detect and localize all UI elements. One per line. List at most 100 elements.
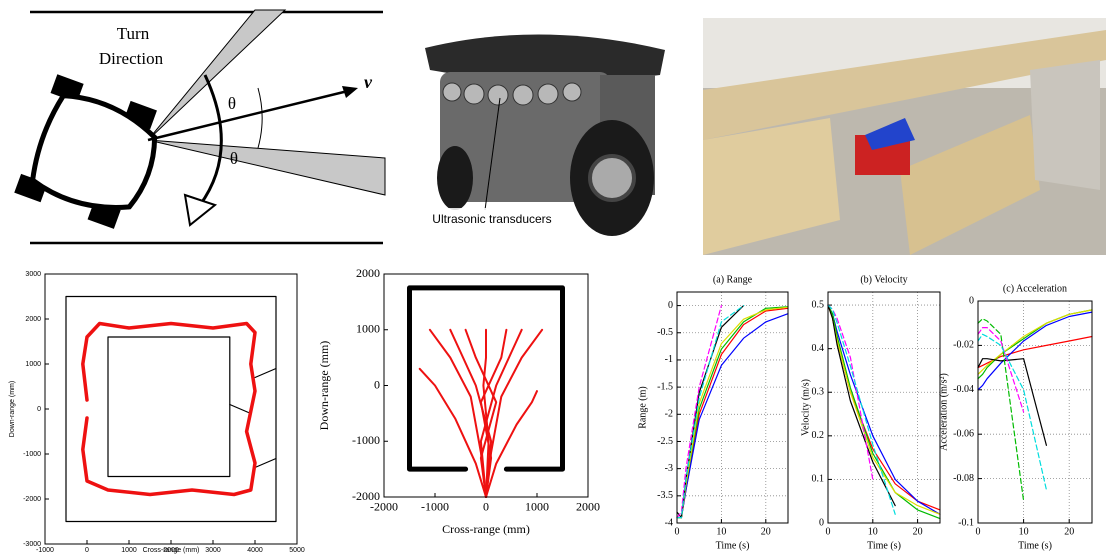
x-tick-label: 4000 (247, 547, 263, 554)
turn-label: Direction (99, 49, 164, 68)
y-tick-label: -4 (665, 517, 673, 528)
angle-label: θ (228, 94, 236, 113)
panel (1030, 60, 1100, 190)
x-axis-label: Time (s) (716, 540, 750, 551)
angle-arc (258, 88, 262, 148)
data-line (108, 337, 230, 477)
x-axis-label: Cross-range (mm) (442, 522, 530, 536)
y-tick-label: -3000 (23, 541, 41, 548)
data-line (450, 330, 491, 497)
data-line (978, 310, 1092, 374)
hub (590, 156, 634, 200)
data-line (677, 307, 788, 518)
y-tick-label: -0.04 (953, 384, 974, 395)
x-axis-label: Time (s) (867, 540, 901, 551)
y-tick-label: -1.5 (657, 381, 673, 392)
x-tick-label: 1000 (121, 547, 137, 554)
robot (14, 74, 169, 233)
x-axis-label: Cross-range (mm) (143, 547, 200, 554)
data-line (255, 369, 276, 378)
x-tick-label: 10 (716, 526, 726, 537)
data-line (978, 337, 1092, 368)
data-line (828, 305, 940, 518)
x-tick-label: -1000 (36, 547, 54, 554)
data-line (230, 405, 251, 414)
wheel (437, 146, 473, 210)
data-line (677, 314, 788, 518)
data-line (677, 308, 788, 517)
y-tick-label: -1 (665, 354, 673, 365)
y-tick-label: -0.02 (953, 340, 974, 351)
velocity-label: v (364, 72, 373, 92)
turn-label: Turn (117, 24, 150, 43)
plot-frame (384, 274, 588, 497)
y-tick-label: 0 (668, 300, 673, 311)
x-tick-label: 5000 (289, 547, 305, 554)
transducer (443, 83, 461, 101)
x-tick-label: 1000 (525, 500, 549, 514)
y-tick-label: 0 (374, 377, 380, 391)
chart-title: (a) Range (713, 274, 753, 285)
data-line (978, 310, 1092, 379)
data-line (486, 391, 537, 497)
y-tick-label: 0.4 (812, 343, 825, 354)
y-axis-label: Down-range (mm) (317, 341, 331, 431)
y-tick-label: -0.08 (953, 473, 974, 484)
transducer (488, 85, 508, 105)
x-tick-label: 0 (483, 500, 489, 514)
x-tick-label: 10 (1019, 526, 1029, 537)
x-tick-label: 20 (1064, 526, 1074, 537)
x-tick-label: 3000 (205, 547, 221, 554)
y-tick-label: -3 (665, 463, 673, 474)
y-tick-label: 1000 (25, 361, 41, 368)
room-photo (703, 18, 1106, 255)
y-tick-label: 0.5 (812, 299, 825, 310)
y-tick-label: -2000 (23, 496, 41, 503)
y-tick-label: -2000 (352, 489, 380, 503)
arrow-head (342, 86, 358, 98)
data-line (255, 459, 276, 468)
y-tick-label: 0.2 (812, 430, 825, 441)
plot-frame (828, 292, 940, 523)
sensor-beam (148, 140, 385, 195)
data-line (466, 330, 497, 497)
data-line (978, 334, 1046, 489)
x-tick-label: 0 (675, 526, 680, 537)
y-tick-label: -2.5 (657, 436, 673, 447)
y-axis-label: Acceleration (m/s²) (938, 373, 949, 451)
plot-frame (978, 301, 1092, 523)
velocity-arrow (148, 90, 352, 140)
photo-label: Ultrasonic transducers (432, 212, 551, 226)
transducer (464, 84, 484, 104)
y-tick-label: -1000 (352, 433, 380, 447)
data-line (978, 312, 1092, 390)
x-tick-label: 0 (85, 547, 89, 554)
y-tick-label: 0 (37, 406, 41, 413)
transducer (513, 85, 533, 105)
y-axis-label: Down-range (mm) (9, 381, 16, 437)
x-tick-label: 0 (826, 526, 831, 537)
y-tick-label: -1000 (23, 451, 41, 458)
sensor-beam (148, 10, 285, 140)
y-tick-label: 2000 (25, 316, 41, 323)
data-line (978, 359, 1046, 446)
data-line (83, 324, 255, 495)
chart-title: (b) Velocity (860, 274, 907, 285)
transducer (538, 84, 558, 104)
chart-title: (c) Acceleration (1003, 283, 1067, 294)
data-line (66, 297, 276, 522)
plot-frame (677, 292, 788, 523)
y-tick-label: -3.5 (657, 490, 673, 501)
x-tick-label: 2000 (576, 500, 600, 514)
figure: Turn Direction θ θ v Ultrasonic transduc… (0, 0, 1106, 554)
y-tick-label: 0.3 (812, 387, 825, 398)
y-tick-label: 0 (819, 517, 824, 528)
x-tick-label: -1000 (421, 500, 449, 514)
y-tick-label: 1000 (356, 322, 380, 336)
turn-arrow-head (185, 195, 215, 225)
angle-label: θ (230, 149, 238, 168)
y-tick-label: 2000 (356, 266, 380, 280)
x-tick-label: 10 (868, 526, 878, 537)
y-axis-label: Range (m) (637, 386, 648, 429)
x-tick-label: 0 (976, 526, 981, 537)
